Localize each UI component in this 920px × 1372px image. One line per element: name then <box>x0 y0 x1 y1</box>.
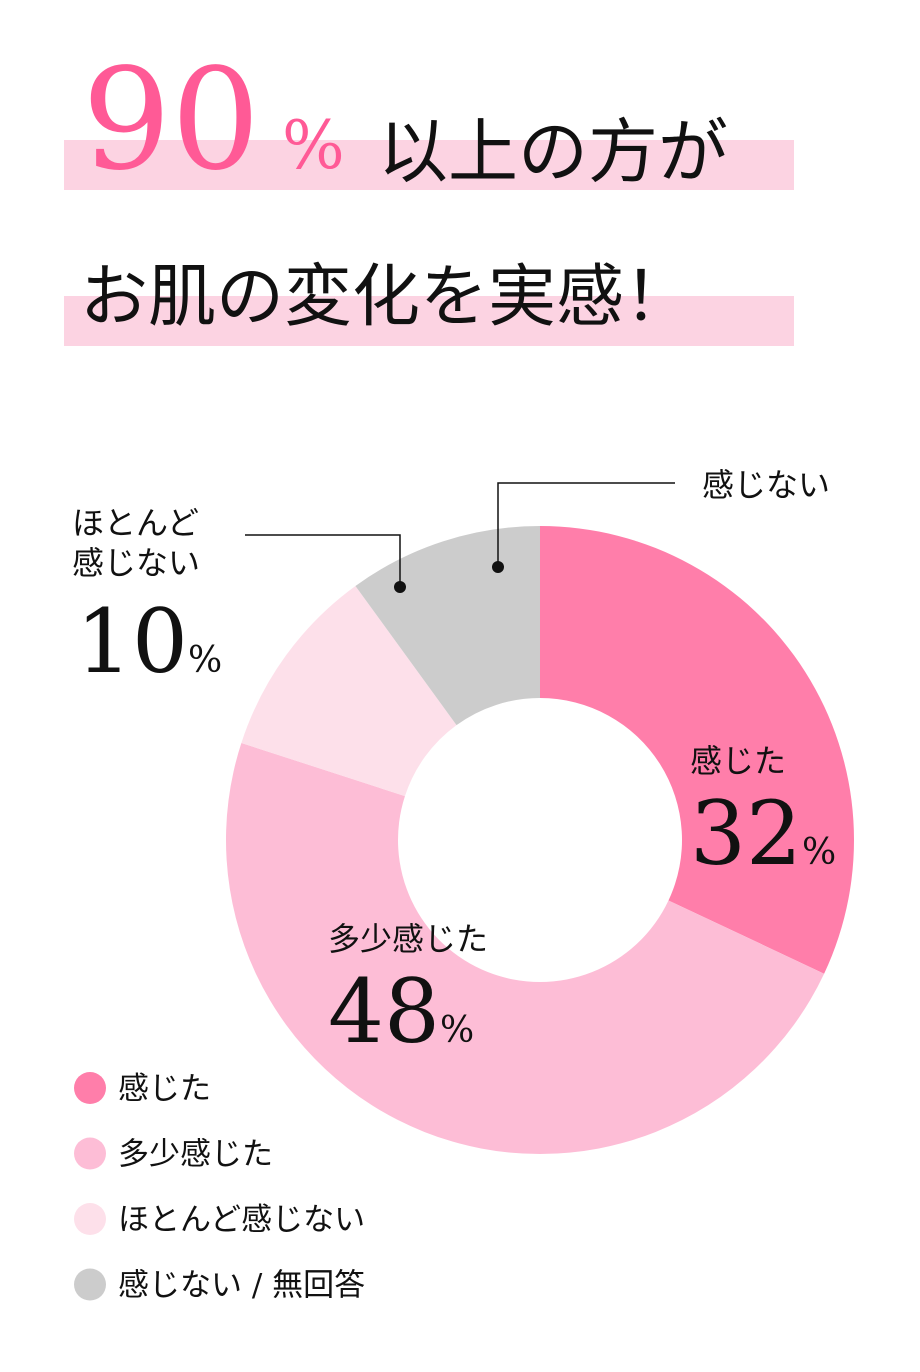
legend-swatch <box>74 1137 106 1170</box>
legend-label: ほとんど感じない <box>118 1202 365 1238</box>
slice-label: ほとんど <box>72 504 199 542</box>
headline-line1: 以上の方が <box>378 111 728 193</box>
legend-swatch <box>74 1072 106 1104</box>
leader-dot <box>492 561 504 573</box>
value-number: 48 <box>328 960 440 1063</box>
value-unit: % <box>188 640 222 681</box>
value-number: 32 <box>690 782 802 885</box>
leader-line <box>245 534 401 587</box>
legend-swatch <box>74 1203 106 1235</box>
headline-line2: お肌の変化を実感！ <box>80 258 692 337</box>
highlight-bar <box>64 296 794 346</box>
legend-label: 感じた <box>118 1071 211 1107</box>
value-label: 32% <box>690 782 836 885</box>
value-label: 10% <box>76 590 222 693</box>
slice-label: 感じない <box>72 544 200 582</box>
legend-label: 感じない / 無回答 <box>118 1268 365 1304</box>
legend-label: 多少感じた <box>118 1137 273 1173</box>
donut-slice <box>241 585 457 797</box>
donut-slice <box>355 526 540 726</box>
value-number: 10 <box>76 590 188 693</box>
value-unit: % <box>802 832 836 873</box>
donut-slice <box>225 742 825 1155</box>
slice-label: 感じない <box>702 466 830 504</box>
slice-label: 多少感じた <box>328 920 488 958</box>
headline-number: 90 <box>82 39 260 202</box>
value-label: 48% <box>328 960 474 1063</box>
slice-label: 感じた <box>690 742 786 780</box>
leader-line <box>497 482 675 567</box>
donut-slice <box>540 526 855 974</box>
headline-unit: % <box>282 107 345 184</box>
highlight-bar <box>64 140 794 190</box>
value-unit: % <box>440 1010 474 1051</box>
legend-swatch <box>74 1268 106 1301</box>
leader-dot <box>394 581 406 593</box>
